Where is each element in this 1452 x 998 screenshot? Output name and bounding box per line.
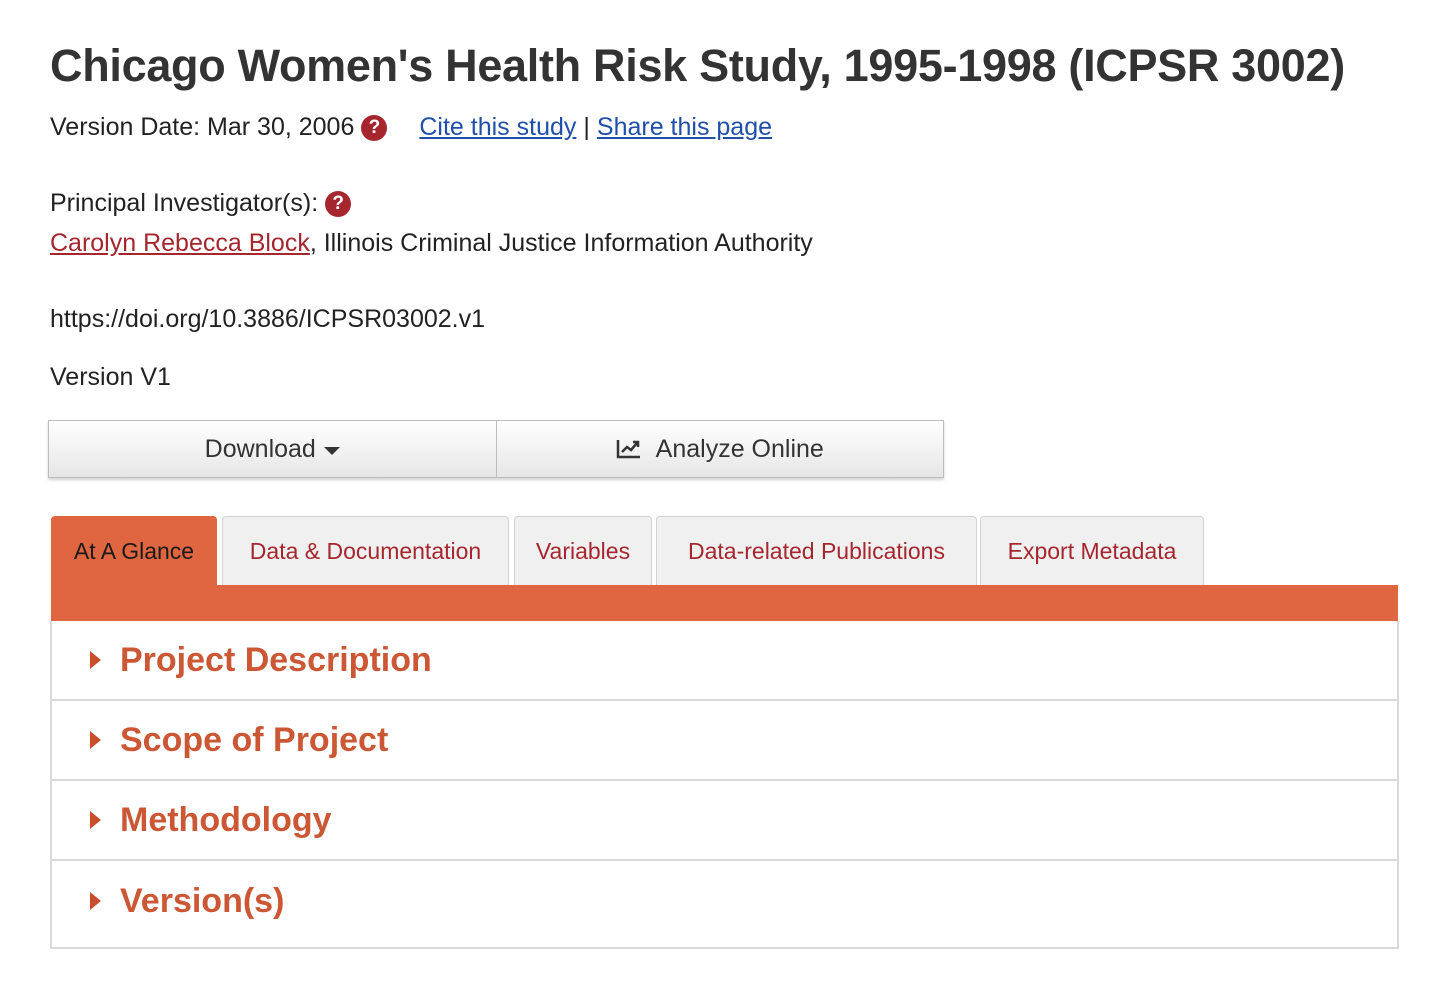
caret-right-icon [90,651,101,669]
pi-affiliation: , Illinois Criminal Justice Information … [310,229,813,257]
analyze-online-button[interactable]: Analyze Online [496,421,944,477]
download-label: Download [205,435,316,464]
section-title: Methodology [120,801,332,840]
share-page-link[interactable]: Share this page [597,113,772,142]
line-chart-icon [616,438,642,460]
doi-text: https://doi.org/10.3886/ICPSR03002.v1 [50,305,485,334]
tab-data-related-publications[interactable]: Data-related Publications [656,516,977,585]
accordion-section-scope-of-project[interactable]: Scope of Project [52,701,1397,781]
section-title: Version(s) [120,882,284,921]
version-date-help-icon[interactable]: ? [361,115,387,141]
caret-down-icon [324,447,340,455]
version-date-label: Version Date: [50,113,200,142]
caret-right-icon [90,892,101,910]
pi-name-link[interactable]: Carolyn Rebecca Block [50,229,310,257]
accordion-section-project-description[interactable]: Project Description [52,621,1397,701]
action-button-group: Download Analyze Online [48,420,944,478]
tab-content-header-bar [51,585,1398,621]
analyze-online-label: Analyze Online [656,435,824,464]
version-date-value: Mar 30, 2006 [207,113,354,142]
caret-right-icon [90,731,101,749]
version-tag: Version V1 [50,363,171,392]
link-separator: | [583,113,590,142]
accordion-section-methodology[interactable]: Methodology [52,781,1397,861]
tab-data-documentation[interactable]: Data & Documentation [222,516,509,585]
section-title: Scope of Project [120,721,388,760]
principal-investigator-row: Carolyn Rebecca Block, Illinois Criminal… [50,229,813,258]
tab-at-a-glance[interactable]: At A Glance [51,516,217,586]
tab-variables[interactable]: Variables [514,516,652,585]
page-title: Chicago Women's Health Risk Study, 1995-… [50,40,1345,92]
accordion-panel: Project Description Scope of Project Met… [50,621,1399,949]
cite-study-link[interactable]: Cite this study [419,113,576,142]
tab-export-metadata[interactable]: Export Metadata [980,516,1204,585]
accordion-section-versions[interactable]: Version(s) [52,861,1397,941]
principal-investigator-label-row: Principal Investigator(s): ? [50,189,351,218]
download-button[interactable]: Download [49,421,496,477]
principal-investigator-label: Principal Investigator(s): [50,189,318,218]
section-title: Project Description [120,641,432,680]
caret-right-icon [90,811,101,829]
version-date-row: Version Date: Mar 30, 2006 ? Cite this s… [50,113,772,142]
pi-help-icon[interactable]: ? [325,191,351,217]
